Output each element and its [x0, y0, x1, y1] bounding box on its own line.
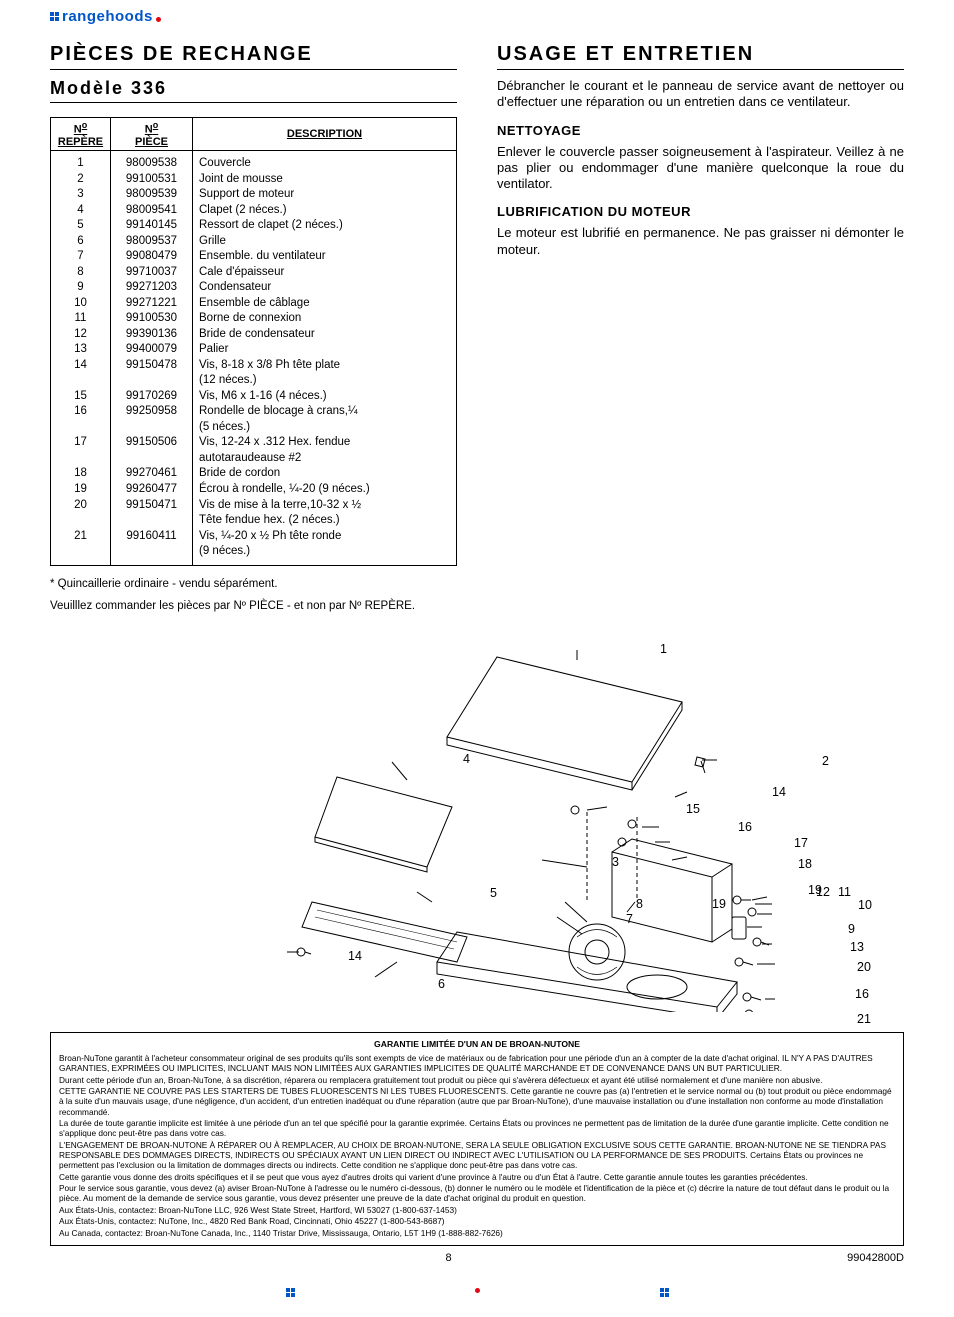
callout-1: 1 — [660, 642, 667, 656]
callout-5: 5 — [490, 886, 497, 900]
table-row: Tête fendue hex. (2 néces.) — [51, 513, 457, 529]
table-row: 599140145Ressort de clapet (2 néces.) — [51, 218, 457, 234]
diagram-svg — [157, 642, 797, 1012]
callout-3: 3 — [612, 855, 619, 869]
bottom-dots-2-icon — [660, 1288, 669, 1297]
th-ref: NoREPÈRE — [51, 118, 111, 151]
right-column: USAGE ET ENTRETIEN Débrancher le courant… — [497, 43, 904, 612]
table-row: 1499150478Vis, 8-18 x 3/8 Ph tête plate — [51, 358, 457, 374]
left-column: PIÈCES DE RECHANGE Modèle 336 NoREPÈRE N… — [50, 43, 457, 612]
callout-16b: 16 — [855, 987, 869, 1001]
table-row: 799080479Ensemble. du ventilateur — [51, 249, 457, 265]
table-row: 299100531Joint de mousse — [51, 172, 457, 188]
warranty-p6: Cette garantie vous donne des droits spé… — [59, 1172, 895, 1182]
callout-6: 6 — [438, 977, 445, 991]
table-row: 198009538Couvercle — [51, 156, 457, 172]
table-row: 1799150506Vis, 12-24 x .312 Hex. fendue — [51, 435, 457, 451]
order-note: Veuilllez commander les pièces par Nº PI… — [50, 600, 457, 612]
table-row: 698009537Grille — [51, 234, 457, 250]
bottom-logos — [50, 1288, 904, 1297]
table-row: 899710037Cale d'épaisseur — [51, 265, 457, 281]
logo-dots-icon — [50, 12, 59, 21]
warranty-title: GARANTIE LIMITÉE D'UN AN DE BROAN-NUTONE — [59, 1039, 895, 1050]
table-row: 999271203Condensateur — [51, 280, 457, 296]
table-row: (9 néces.) — [51, 544, 457, 560]
warranty-p5: L'ENGAGEMENT DE BROAN-NUTONE À RÉPARER O… — [59, 1140, 895, 1171]
table-row: 2099150471Vis de mise à la terre,10-32 x… — [51, 498, 457, 514]
warranty-p4: La durée de toute garantie implicite est… — [59, 1118, 895, 1139]
table-row: (12 néces.) — [51, 373, 457, 389]
logo-text: rangehoods — [62, 8, 153, 25]
cleaning-heading: NETTOYAGE — [497, 123, 904, 138]
callout-8: 8 — [636, 897, 643, 911]
bottom-red-dot-icon — [475, 1288, 480, 1293]
lube-heading: LUBRIFICATION DU MOTEUR — [497, 204, 904, 219]
warranty-box: GARANTIE LIMITÉE D'UN AN DE BROAN-NUTONE… — [50, 1032, 904, 1246]
callout-17: 17 — [794, 836, 808, 850]
parts-title: PIÈCES DE RECHANGE — [50, 43, 457, 70]
callout-14b: 14 — [348, 949, 362, 963]
th-desc: DESCRIPTION — [193, 118, 457, 151]
callout-4: 4 — [463, 752, 470, 766]
callout-18: 18 — [798, 857, 812, 871]
callout-9: 9 — [848, 922, 855, 936]
callout-14a: 14 — [772, 785, 786, 799]
callout-15: 15 — [686, 802, 700, 816]
table-row: 1899270461Bride de cordon — [51, 466, 457, 482]
intro-text: Débrancher le courant et le panneau de s… — [497, 78, 904, 111]
callout-2: 2 — [822, 754, 829, 768]
table-row: 1199100530Borne de connexion — [51, 311, 457, 327]
warranty-p9: Aux États-Unis, contactez: NuTone, Inc.,… — [59, 1216, 895, 1226]
callout-20: 20 — [857, 960, 871, 974]
table-row: 1399400079Palier — [51, 342, 457, 358]
brand-logo: rangehoods — [50, 8, 904, 25]
parts-table: NoREPÈRE NoPIÈCE DESCRIPTION 198009538Co… — [50, 117, 457, 566]
warranty-p3: CETTE GARANTIE NE COUVRE PAS LES STARTER… — [59, 1086, 895, 1117]
table-row: (5 néces.) — [51, 420, 457, 436]
table-row: 1599170269Vis, M6 x 1-16 (4 néces.) — [51, 389, 457, 405]
model-title: Modèle 336 — [50, 78, 457, 103]
bottom-dots-1-icon — [286, 1288, 295, 1297]
warranty-p1: Broan-NuTone garantit à l'acheteur conso… — [59, 1053, 895, 1074]
exploded-diagram: 1 2 3 4 5 6 7 8 9 10 11 12 13 14 14 15 1… — [50, 642, 904, 1012]
table-row: 2199160411Vis, ¼-20 x ½ Ph tête ronde — [51, 529, 457, 545]
table-row: 1999260477Écrou à rondelle, ¼-20 (9 néce… — [51, 482, 457, 498]
table-row: 1699250958Rondelle de blocage à crans,¼ — [51, 404, 457, 420]
callout-19b: 19 — [712, 897, 726, 911]
callout-13: 13 — [850, 940, 864, 954]
th-part: NoPIÈCE — [111, 118, 193, 151]
footnote: * Quincaillerie ordinaire - vendu séparé… — [50, 578, 457, 590]
warranty-p7: Pour le service sous garantie, vous deve… — [59, 1183, 895, 1204]
table-row: 1099271221Ensemble de câblage — [51, 296, 457, 312]
callout-21: 21 — [857, 1012, 871, 1026]
callout-16a: 16 — [738, 820, 752, 834]
callout-7: 7 — [626, 912, 633, 926]
warranty-p10: Au Canada, contactez: Broan-NuTone Canad… — [59, 1228, 895, 1238]
doc-number: 99042800D — [847, 1252, 904, 1264]
warranty-p2: Durant cette période d'un an, Broan-NuTo… — [59, 1075, 895, 1085]
callout-11: 11 — [838, 885, 851, 899]
warranty-p8: Aux États-Unis, contactez: Broan-NuTone … — [59, 1205, 895, 1215]
page-footer: 8 99042800D — [50, 1252, 904, 1264]
callout-19a: 19 — [808, 883, 822, 897]
table-row: 1299390136Bride de condensateur — [51, 327, 457, 343]
logo-end-dot-icon — [156, 17, 161, 22]
cleaning-text: Enlever le couvercle passer soigneusemen… — [497, 144, 904, 193]
table-row: 498009541Clapet (2 néces.) — [51, 203, 457, 219]
table-row: autotaraudeause #2 — [51, 451, 457, 467]
page-number: 8 — [445, 1252, 451, 1264]
callout-10: 10 — [858, 898, 872, 912]
table-row: 398009539Support de moteur — [51, 187, 457, 203]
usage-title: USAGE ET ENTRETIEN — [497, 43, 904, 70]
lube-text: Le moteur est lubrifié en permanence. Ne… — [497, 225, 904, 258]
